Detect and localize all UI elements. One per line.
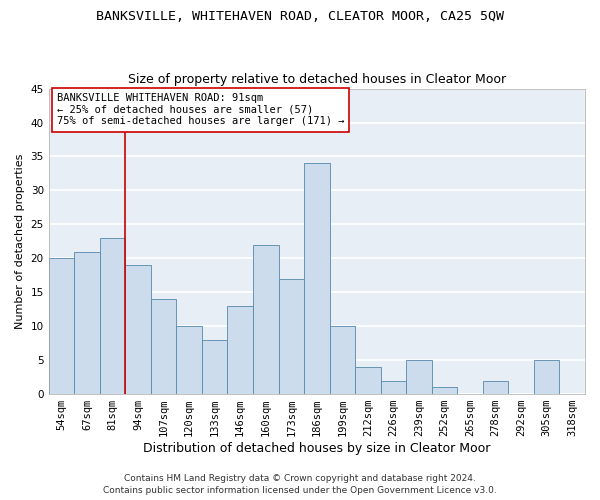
Bar [125,265,151,394]
Bar [380,380,406,394]
Text: BANKSVILLE, WHITEHAVEN ROAD, CLEATOR MOOR, CA25 5QW: BANKSVILLE, WHITEHAVEN ROAD, CLEATOR MOO… [96,10,504,23]
Bar [176,326,202,394]
Bar [406,360,432,394]
Bar [202,340,227,394]
Y-axis label: Number of detached properties: Number of detached properties [15,154,25,329]
Bar [534,360,559,394]
Bar [227,306,253,394]
Bar [329,326,355,394]
Bar [100,238,125,394]
Title: Size of property relative to detached houses in Cleator Moor: Size of property relative to detached ho… [128,73,506,86]
Text: Contains HM Land Registry data © Crown copyright and database right 2024.
Contai: Contains HM Land Registry data © Crown c… [103,474,497,495]
Bar [253,244,278,394]
Bar [355,367,380,394]
X-axis label: Distribution of detached houses by size in Cleator Moor: Distribution of detached houses by size … [143,442,491,455]
Bar [74,252,100,394]
Bar [432,388,457,394]
Text: BANKSVILLE WHITEHAVEN ROAD: 91sqm
← 25% of detached houses are smaller (57)
75% : BANKSVILLE WHITEHAVEN ROAD: 91sqm ← 25% … [57,93,344,126]
Bar [49,258,74,394]
Bar [483,380,508,394]
Bar [151,299,176,394]
Bar [278,278,304,394]
Bar [304,163,329,394]
